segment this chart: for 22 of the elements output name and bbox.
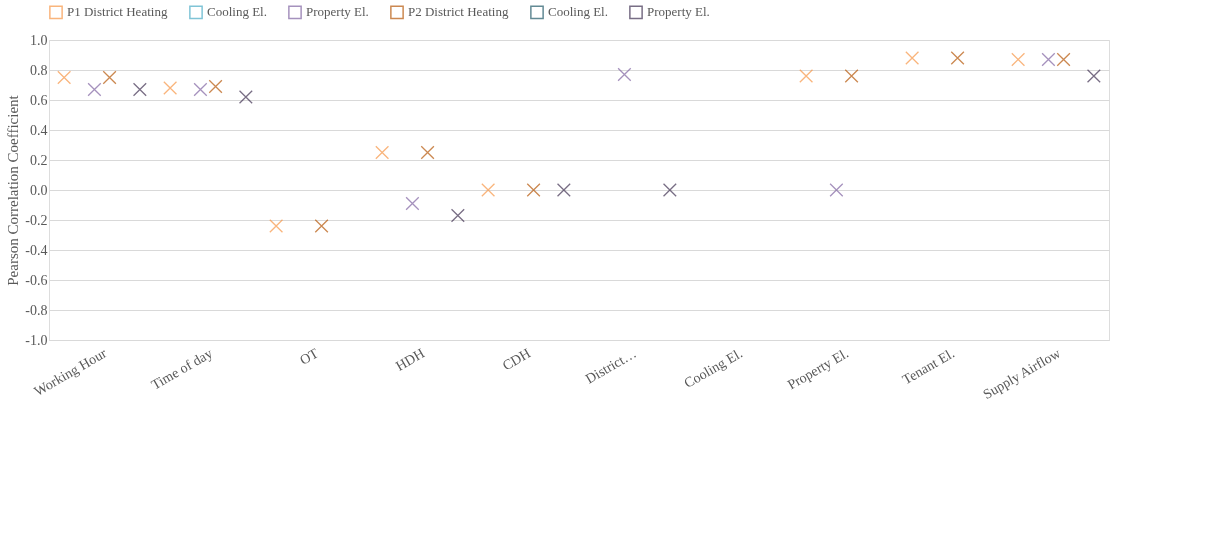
y-tick-label: -0.2: [25, 212, 48, 228]
legend-label: Property El.: [647, 4, 710, 20]
x-tick-label: CDH: [499, 345, 533, 374]
x-tick-label: Time of day: [148, 345, 215, 393]
y-tick-label: 0.8: [30, 62, 48, 78]
y-tick-label: 0.4: [30, 122, 48, 138]
x-tick-label: HDH: [393, 345, 427, 374]
y-tick-label: -0.6: [25, 272, 48, 288]
y-axis-title: Pearson Correlation Coefficient: [5, 94, 22, 286]
x-tick-label: OT: [297, 345, 322, 368]
y-tick-label: 1.0: [30, 32, 48, 48]
legend-label: Property El.: [306, 4, 369, 20]
y-tick-label: -1.0: [25, 332, 48, 348]
y-tick-label: 0.6: [30, 92, 48, 108]
legend-label: Cooling El.: [207, 4, 267, 20]
y-tick-label: 0.2: [30, 152, 48, 168]
y-tick-label: -0.8: [25, 302, 48, 318]
legend-label: Cooling El.: [548, 4, 608, 20]
y-tick-label: -0.4: [25, 242, 48, 258]
legend-label: P2 District Heating: [408, 4, 509, 20]
y-tick-label: 0.0: [30, 182, 48, 198]
legend-label: P1 District Heating: [67, 4, 168, 20]
